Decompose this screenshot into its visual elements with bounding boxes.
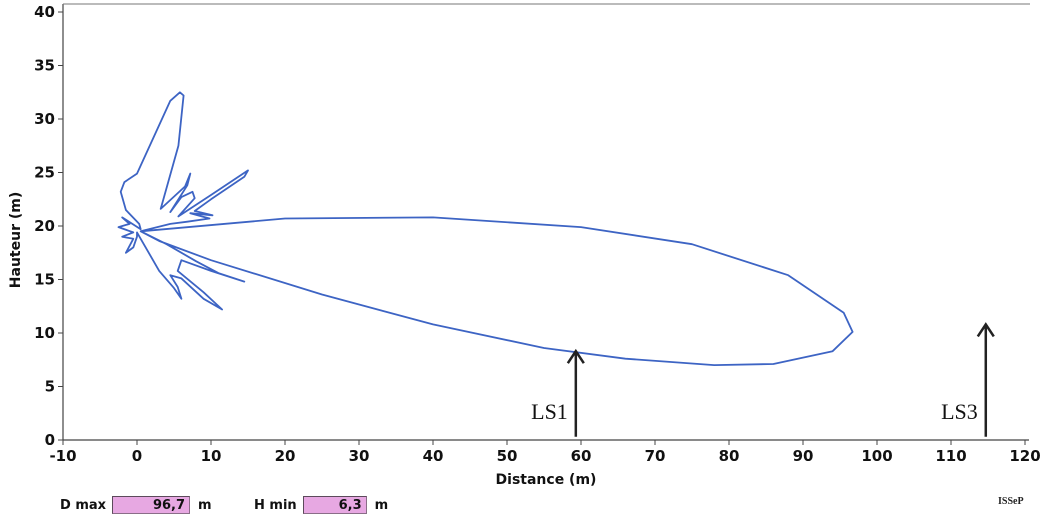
x-tick-label: 120 [1009,447,1040,465]
ls3-arrow-head [976,322,995,338]
y-axis-title: Hauteur (m) [8,192,24,288]
x-tick-label: 0 [132,447,142,465]
annotation-arrows: LS1 LS3 [531,322,995,437]
x-tick-label: 90 [793,447,814,465]
dmax-value-field: 96,7 [112,496,191,514]
x-tick-label: 110 [935,447,966,465]
y-tick-label: 15 [34,271,55,289]
x-tick-label: 40 [423,447,444,465]
x-tick-label: 20 [275,447,296,465]
hmin-unit: m [374,497,389,513]
dmax-label: D max [60,497,107,513]
x-tick-label: 80 [719,447,740,465]
x-axis-title: Distance (m) [496,472,597,488]
x-axis-ticks: -10 0 10 20 30 40 50 60 70 80 90 100 110 120 [49,440,1041,465]
hmin-label: H min [254,497,297,513]
y-tick-label: 25 [34,164,55,182]
x-tick-label: 10 [201,447,222,465]
axes [62,3,1030,441]
y-tick-label: 5 [45,378,55,396]
y-tick-label: 0 [45,431,55,449]
ls3-label: LS3 [941,399,978,424]
dmax-unit: m [198,497,212,513]
y-tick-label: 10 [34,324,55,342]
y-tick-label: 35 [34,57,55,75]
hmin-value-field: 6,3 [302,496,367,514]
hmin-readout: H min 6,3 m [254,494,388,516]
ls1-label: LS1 [531,399,568,424]
x-tick-label: 50 [497,447,518,465]
x-tick-label: 100 [861,447,892,465]
y-axis-ticks: 0 5 10 15 20 25 30 35 40 [34,3,63,449]
y-tick-label: 40 [34,3,55,21]
dmax-readout: D max 96,7 m [60,494,212,516]
x-tick-label: 60 [571,447,592,465]
issep-logo-mark: ISSeP [998,496,1024,507]
y-tick-label: 20 [34,217,55,235]
radiation-lobe-line [117,91,854,366]
x-tick-label: 30 [349,447,370,465]
x-tick-label: 70 [645,447,666,465]
x-tick-label: -10 [49,447,76,465]
y-tick-label: 30 [34,110,55,128]
ls1-arrow-head [566,348,585,364]
